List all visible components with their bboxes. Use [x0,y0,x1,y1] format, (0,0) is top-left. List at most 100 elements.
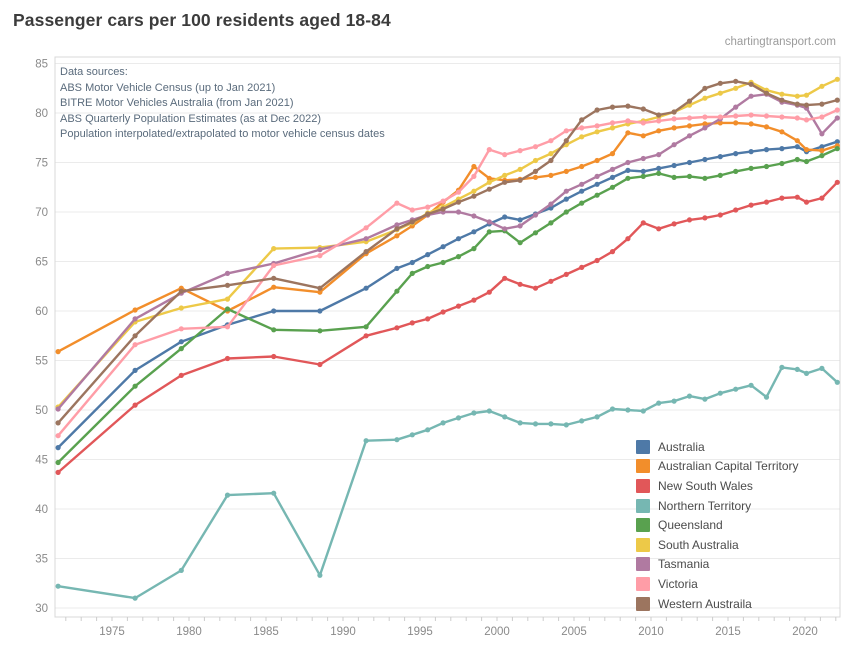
data-point[interactable] [686,98,693,104]
data-point[interactable] [224,355,231,362]
data-point[interactable] [794,101,800,107]
data-point[interactable] [471,193,477,199]
data-point[interactable] [686,123,693,129]
data-point[interactable] [594,107,600,113]
data-point[interactable] [763,147,770,153]
data-point[interactable] [55,349,61,355]
data-point[interactable] [834,179,840,185]
data-point[interactable] [532,285,539,291]
series-victoria[interactable] [55,107,840,439]
data-point[interactable] [486,229,492,235]
data-point[interactable] [763,124,770,130]
data-point[interactable] [548,201,554,207]
data-point[interactable] [178,346,184,352]
data-point[interactable] [502,179,508,185]
data-point[interactable] [517,166,523,172]
legend-item-australia[interactable]: Australia [636,437,799,457]
data-point[interactable] [271,246,277,252]
legend-item-south-australia[interactable]: South Australia [636,535,799,555]
data-point[interactable] [834,107,840,113]
data-point[interactable] [794,366,800,372]
data-point[interactable] [271,262,277,269]
data-point[interactable] [803,158,810,165]
data-point[interactable] [532,168,539,174]
data-point[interactable] [763,90,770,96]
data-point[interactable] [748,112,754,118]
data-point[interactable] [55,433,61,439]
data-point[interactable] [671,221,677,227]
data-point[interactable] [517,281,523,287]
legend-item-australian-capital-territory[interactable]: Australian Capital Territory [636,457,799,477]
data-point[interactable] [609,184,616,190]
legend-item-tasmania[interactable]: Tasmania [636,555,799,575]
data-point[interactable] [594,414,600,420]
data-point[interactable] [794,156,800,163]
data-point[interactable] [733,85,739,91]
data-point[interactable] [471,410,477,416]
data-point[interactable] [609,151,616,157]
data-point[interactable] [455,303,462,309]
data-point[interactable] [548,138,554,144]
data-point[interactable] [671,109,677,115]
data-point[interactable] [394,222,400,228]
data-point[interactable] [532,212,539,218]
data-point[interactable] [271,353,277,360]
series-queensland[interactable] [55,146,840,466]
data-point[interactable] [271,284,277,290]
data-point[interactable] [563,422,569,428]
data-point[interactable] [671,125,677,131]
data-point[interactable] [471,188,477,194]
data-point[interactable] [502,226,508,232]
data-point[interactable] [594,129,600,135]
data-point[interactable] [671,162,677,169]
data-point[interactable] [656,165,662,171]
data-point[interactable] [819,144,825,150]
data-point[interactable] [834,97,840,103]
data-point[interactable] [819,195,825,201]
data-point[interactable] [702,396,708,402]
data-point[interactable] [803,147,810,153]
data-point[interactable] [563,209,569,215]
data-point[interactable] [317,361,323,368]
data-point[interactable] [686,115,693,121]
legend-item-victoria[interactable]: Victoria [636,574,799,594]
data-point[interactable] [640,168,646,174]
data-point[interactable] [748,165,754,171]
data-point[interactable] [132,383,138,389]
data-point[interactable] [609,166,616,172]
data-point[interactable] [455,415,462,421]
data-point[interactable] [178,567,184,574]
data-point[interactable] [317,328,323,334]
data-point[interactable] [471,246,477,252]
data-point[interactable] [803,102,810,108]
legend-item-western-austraila[interactable]: Western Austraila [636,594,799,614]
data-point[interactable] [517,177,523,183]
data-point[interactable] [394,325,400,331]
data-point[interactable] [794,144,800,150]
data-point[interactable] [594,257,600,264]
data-point[interactable] [55,469,61,475]
data-point[interactable] [733,168,739,174]
data-point[interactable] [794,194,800,200]
legend-item-northern-territory[interactable]: Northern Territory [636,496,799,516]
data-point[interactable] [733,386,739,392]
data-point[interactable] [224,492,231,498]
data-point[interactable] [819,83,825,89]
data-point[interactable] [317,253,323,259]
data-point[interactable] [363,285,369,291]
data-point[interactable] [625,130,631,136]
data-point[interactable] [363,225,369,231]
data-point[interactable] [178,288,184,294]
data-point[interactable] [548,220,554,226]
data-point[interactable] [563,188,569,194]
data-point[interactable] [733,104,739,110]
data-point[interactable] [717,90,723,96]
data-point[interactable] [625,407,631,413]
data-point[interactable] [532,230,539,236]
data-point[interactable] [717,80,723,86]
data-point[interactable] [409,207,415,213]
data-point[interactable] [178,305,184,311]
data-point[interactable] [594,181,600,187]
data-point[interactable] [819,131,825,137]
